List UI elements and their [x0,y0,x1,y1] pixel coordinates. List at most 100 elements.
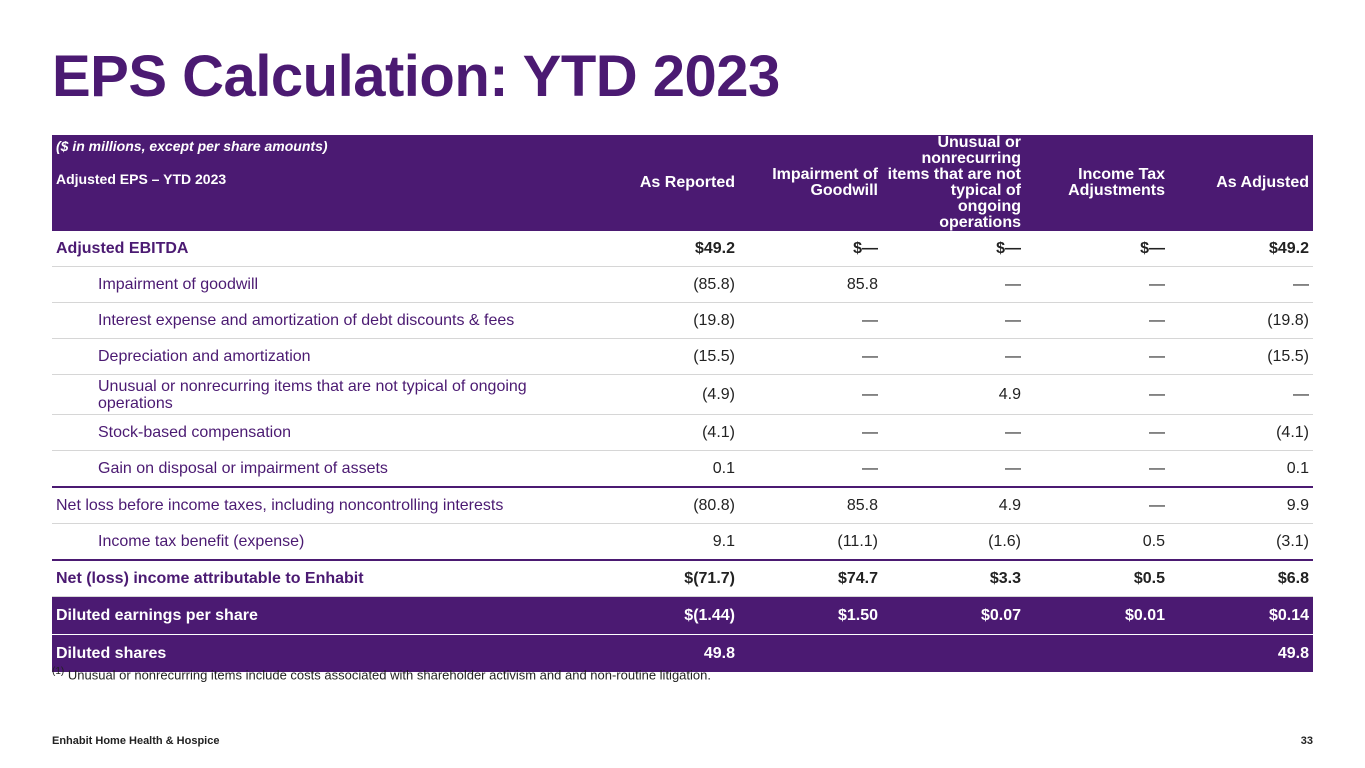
table-cell: (4.1) [1169,414,1313,451]
row-label: Unusual or nonrecurring items that are n… [52,374,591,415]
units-note: ($ in millions, except per share amounts… [56,138,328,154]
table-cell: — [1025,450,1169,488]
table-cell: 85.8 [739,487,882,524]
table-cell: (15.5) [591,338,739,375]
page-number: 33 [1300,735,1313,747]
table-cell: — [1025,338,1169,375]
table-cell: 49.8 [1169,634,1313,673]
table-cell: — [1025,374,1169,415]
table-cell [739,634,882,673]
table-header-label: ($ in millions, except per share amounts… [52,135,591,231]
footnote-marker: (1) [52,666,65,677]
table-cell: — [1025,302,1169,339]
table-cell: (19.8) [1169,302,1313,339]
footnote-text: Unusual or nonrecurring items include co… [67,667,711,683]
table-row: Stock-based compensation (4.1) — — — (4.… [52,414,1313,451]
table-cell: $— [1025,231,1169,267]
table-cell: — [1169,374,1313,415]
table-cell: $0.14 [1169,596,1313,635]
table-cell: — [739,338,882,375]
table-cell: — [1025,414,1169,451]
column-header-as-adjusted: As Adjusted [1169,135,1313,231]
table-cell: 0.1 [1169,450,1313,488]
table-cell: $(1.44) [591,596,739,635]
label-column-header: Adjusted EPS – YTD 2023 [56,171,227,187]
row-label: Diluted earnings per share [52,596,591,635]
table-row: Gain on disposal or impairment of assets… [52,450,1313,488]
footer-company: Enhabit Home Health & Hospice [52,735,220,747]
table-cell: $0.5 [1025,560,1169,597]
row-label: Adjusted EBITDA [52,231,591,267]
row-label: Net loss before income taxes, including … [52,487,591,524]
row-label: Net (loss) income attributable to Enhabi… [52,560,591,597]
eps-table: ($ in millions, except per share amounts… [52,135,1313,673]
table-cell: (85.8) [591,266,739,303]
page-title: EPS Calculation: YTD 2023 [52,44,780,109]
table-cell: $49.2 [591,231,739,267]
row-label: Diluted shares [52,634,591,673]
column-header-as-reported: As Reported [591,135,739,231]
table-row: Impairment of goodwill (85.8) 85.8 — — — [52,266,1313,303]
table-cell: 9.9 [1169,487,1313,524]
table-cell: 0.1 [591,450,739,488]
table-row: Net loss before income taxes, including … [52,487,1313,524]
table-cell: (1.6) [882,523,1025,561]
table-cell: — [882,450,1025,488]
table-cell: $3.3 [882,560,1025,597]
row-label: Impairment of goodwill [52,266,591,303]
table-cell: $— [882,231,1025,267]
row-label: Income tax benefit (expense) [52,523,591,561]
row-label: Gain on disposal or impairment of assets [52,450,591,488]
table-row-highlight: Diluted shares 49.8 49.8 [52,634,1313,673]
table-cell: $0.01 [1025,596,1169,635]
table-header-row: ($ in millions, except per share amounts… [52,135,1313,231]
table-row: Interest expense and amortization of deb… [52,302,1313,339]
table-cell: — [739,302,882,339]
table-row: Depreciation and amortization (15.5) — —… [52,338,1313,375]
table-cell: $0.07 [882,596,1025,635]
table-cell: — [882,302,1025,339]
table-cell: — [1025,487,1169,524]
row-label: Stock-based compensation [52,414,591,451]
row-label: Interest expense and amortization of deb… [52,302,591,339]
table-row: Income tax benefit (expense) 9.1 (11.1) … [52,523,1313,561]
table-cell: — [882,266,1025,303]
table-cell: (15.5) [1169,338,1313,375]
table-cell: — [1025,266,1169,303]
row-label: Depreciation and amortization [52,338,591,375]
table-cell: — [882,414,1025,451]
table-cell: 9.1 [591,523,739,561]
column-header-unusual-items: Unusual or nonrecurring items that are n… [882,135,1025,231]
table-cell: $1.50 [739,596,882,635]
table-row-highlight: Diluted earnings per share $(1.44) $1.50… [52,596,1313,635]
table-cell [882,634,1025,673]
table-cell: $74.7 [739,560,882,597]
table-cell: 49.8 [591,634,739,673]
table-cell: — [882,338,1025,375]
table-cell: — [1169,266,1313,303]
table-cell: $— [739,231,882,267]
table-cell: — [739,450,882,488]
table-cell: $49.2 [1169,231,1313,267]
table-cell: (80.8) [591,487,739,524]
table-cell: 0.5 [1025,523,1169,561]
column-header-impairment: Impairment of Goodwill [739,135,882,231]
table-cell: 4.9 [882,374,1025,415]
footnote: (1) Unusual or nonrecurring items includ… [52,666,711,682]
table-cell: — [739,374,882,415]
table-cell: (3.1) [1169,523,1313,561]
table-cell [1025,634,1169,673]
table-cell: (19.8) [591,302,739,339]
table-cell: 4.9 [882,487,1025,524]
table-cell: $6.8 [1169,560,1313,597]
table-cell: (4.1) [591,414,739,451]
table-row: Net (loss) income attributable to Enhabi… [52,560,1313,597]
table-cell: — [739,414,882,451]
table-cell: 85.8 [739,266,882,303]
table-cell: $(71.7) [591,560,739,597]
table-cell: (4.9) [591,374,739,415]
column-header-income-tax: Income Tax Adjustments [1025,135,1169,231]
table-cell: (11.1) [739,523,882,561]
table-row: Adjusted EBITDA $49.2 $— $— $— $49.2 [52,231,1313,267]
table-row: Unusual or nonrecurring items that are n… [52,374,1313,415]
